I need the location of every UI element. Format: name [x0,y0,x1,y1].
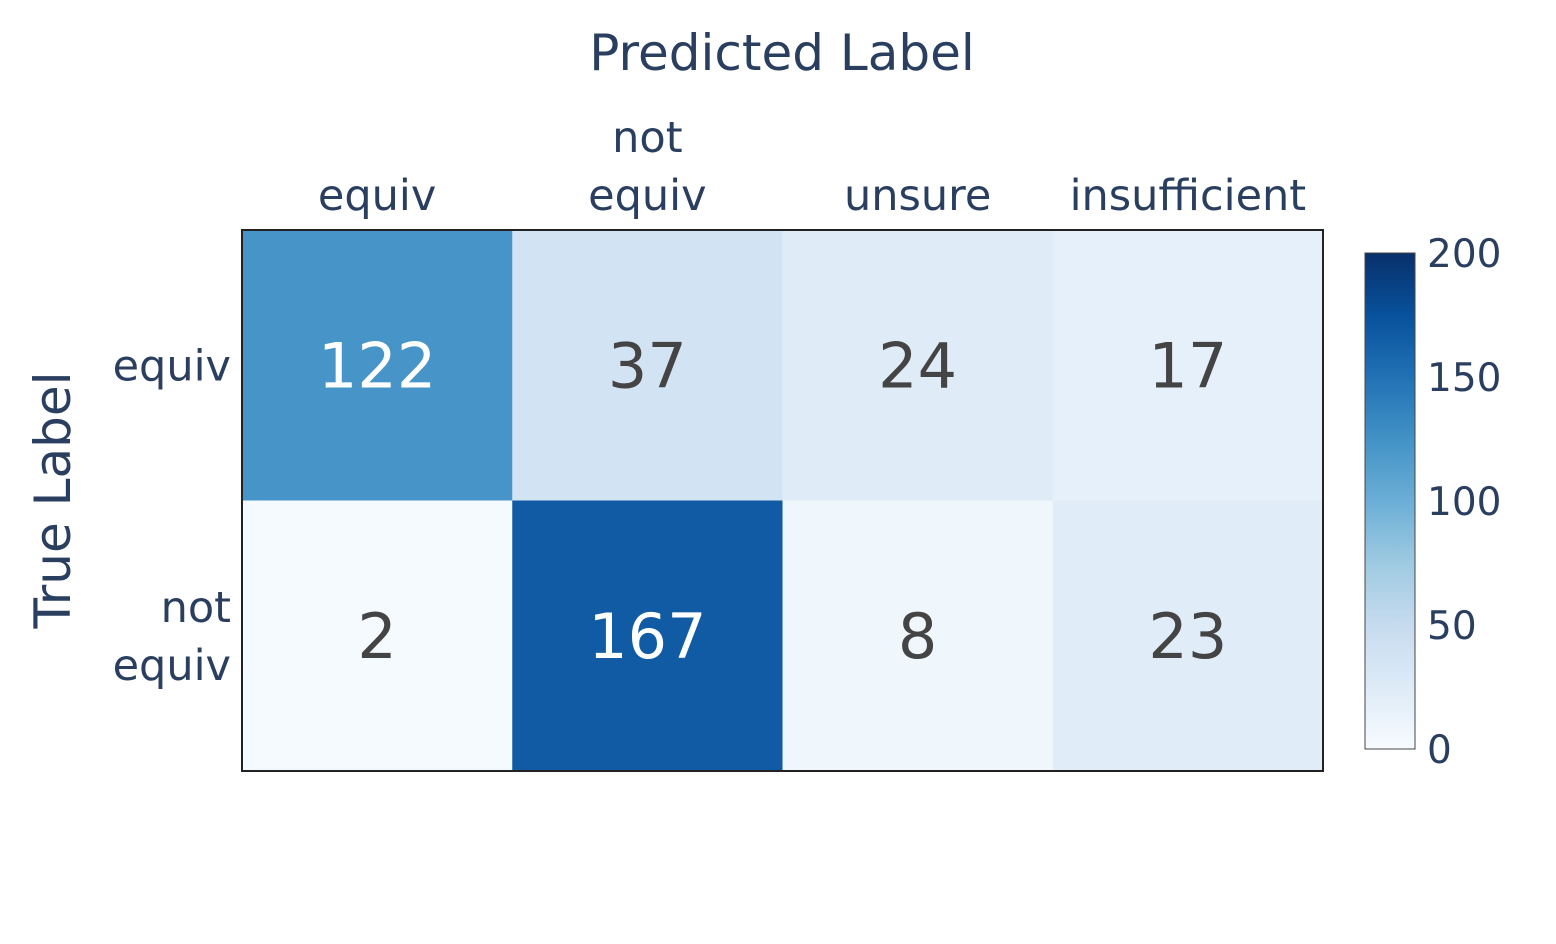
y-axis-title: True Label [24,372,82,630]
cell-value-label: 17 [1148,329,1227,402]
x-tick-label: unsure [844,171,991,221]
cell-value-label: 167 [588,600,706,673]
colorbar-tick-label: 150 [1427,356,1501,401]
y-tick-label: equiv [113,641,231,691]
x-tick-label: equiv [318,171,436,221]
colorbar-tick-label: 50 [1427,604,1477,649]
plot-frame [241,229,1324,772]
colorbar-tick-labels: 0 50 100 150 200 [1427,232,1501,773]
colorbar-tick-label: 100 [1427,480,1501,525]
heatmap-cell [512,500,783,772]
y-tick-label: equiv [113,341,231,391]
x-tick-label: equiv [588,171,706,221]
colorbar-tick-label: 0 [1427,728,1452,773]
cell-value-label: 23 [1148,600,1227,673]
x-tick-label: insufficient [1070,171,1307,221]
cell-value-label: 2 [357,600,396,673]
heatmap-cell [1052,230,1324,501]
heatmap-cell [1052,500,1324,772]
cell-value-label: 24 [878,329,957,402]
y-tick-labels: equiv not equiv [113,341,231,691]
y-tick-label: not [161,583,231,633]
cell-value-label: 8 [898,600,937,673]
heatmap-cell [242,230,513,501]
x-axis-title: Predicted Label [589,24,975,82]
cell-value-label: 122 [318,329,436,402]
heatmap-cells: 122 37 24 17 2 167 8 23 [242,230,1324,772]
colorbar [1364,252,1416,750]
heatmap-cell [512,230,783,501]
colorbar-tick-label: 200 [1427,232,1501,277]
heatmap-cell [782,500,1054,772]
cell-value-label: 37 [608,329,687,402]
x-tick-label: not [612,113,682,163]
heatmap-cell [782,230,1054,501]
heatmap-cell [242,500,513,772]
x-tick-labels: equiv not equiv unsure insufficient [318,113,1306,221]
